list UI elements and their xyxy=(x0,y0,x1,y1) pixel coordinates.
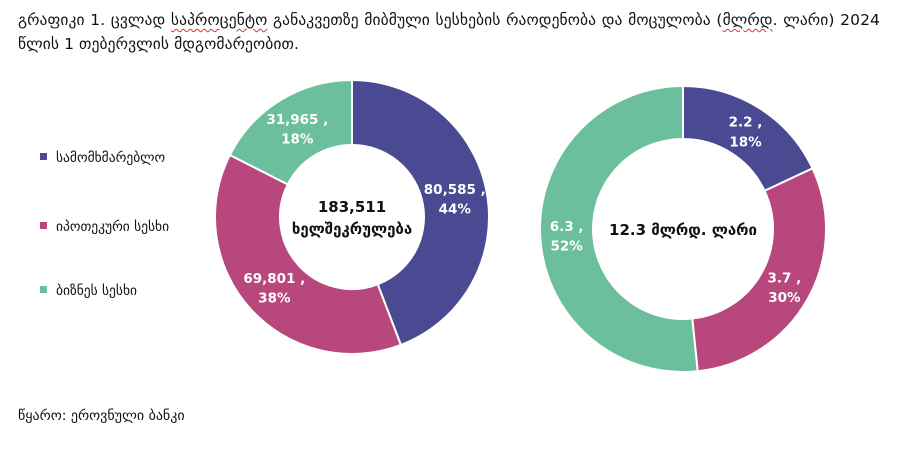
legend-swatch-consumer xyxy=(40,153,47,160)
source-note: წყარო: ეროვნული ბანკი xyxy=(18,408,185,424)
contracts-center-label-2: ხელშეკრულება xyxy=(292,220,412,238)
chart-title: გრაფიკი 1. ცვლად საპროცენტო განაკვეთზე მ… xyxy=(18,8,880,56)
title-part-5: . ლარი) 2024 წლის 1 თებერვლის მდგომარეობ… xyxy=(18,11,880,53)
contracts-slice-business xyxy=(228,78,353,186)
contracts-center-label-1: 183,511 xyxy=(318,198,386,216)
legend-item-consumer: სამომხმარებლო xyxy=(40,150,165,166)
donut-chart-contracts: 80,585 , 44% 69,801 , 38% 31,965 , 18% 183,511… xyxy=(214,78,490,355)
volume-slice-mortgage xyxy=(691,167,827,373)
contracts-slice-mortgage xyxy=(214,153,403,355)
contracts-slice-consumer xyxy=(351,78,490,347)
legend-label-business: ბიზნეს სესხი xyxy=(56,283,137,299)
volume-center-label-1: 12.3 მლრდ. ლარი xyxy=(609,221,757,239)
donut-chart-volume: 2.2 , 18% 3.7 , 30% 6.3 , 52% 12.3 მლრდ. ლარი xyxy=(539,84,827,373)
legend-label-consumer: სამომხმარებლო xyxy=(56,150,166,166)
title-part-2: საპროცენტო xyxy=(170,11,268,29)
title-part-3: განაკვეთზე მიბმული სესხების რაოდენობა და… xyxy=(267,11,723,29)
volume-data-label-business: 6.3 , 52% xyxy=(550,219,584,255)
legend-label-mortgage: იპოთეკური სესხი xyxy=(56,219,170,235)
contracts-data-label-consumer: 80,585 , 44% xyxy=(424,182,486,218)
volume-data-label-consumer: 2.2 , 18% xyxy=(729,115,763,151)
title-part-4: მლრდ xyxy=(722,11,773,29)
legend-swatch-business xyxy=(40,286,47,293)
volume-data-label-mortgage: 3.7 , 30% xyxy=(768,270,802,306)
volume-slice-business xyxy=(539,84,699,373)
contracts-data-label-mortgage: 69,801 , 38% xyxy=(243,271,305,307)
legend-swatch-mortgage xyxy=(40,222,47,229)
title-part-1: გრაფიკი 1. ცვლად xyxy=(18,11,171,29)
legend-item-mortgage: იპოთეკური სესხი xyxy=(40,219,169,235)
legend-item-business: ბიზნეს სესხი xyxy=(40,283,137,299)
contracts-data-label-business: 31,965 , 18% xyxy=(266,112,328,148)
